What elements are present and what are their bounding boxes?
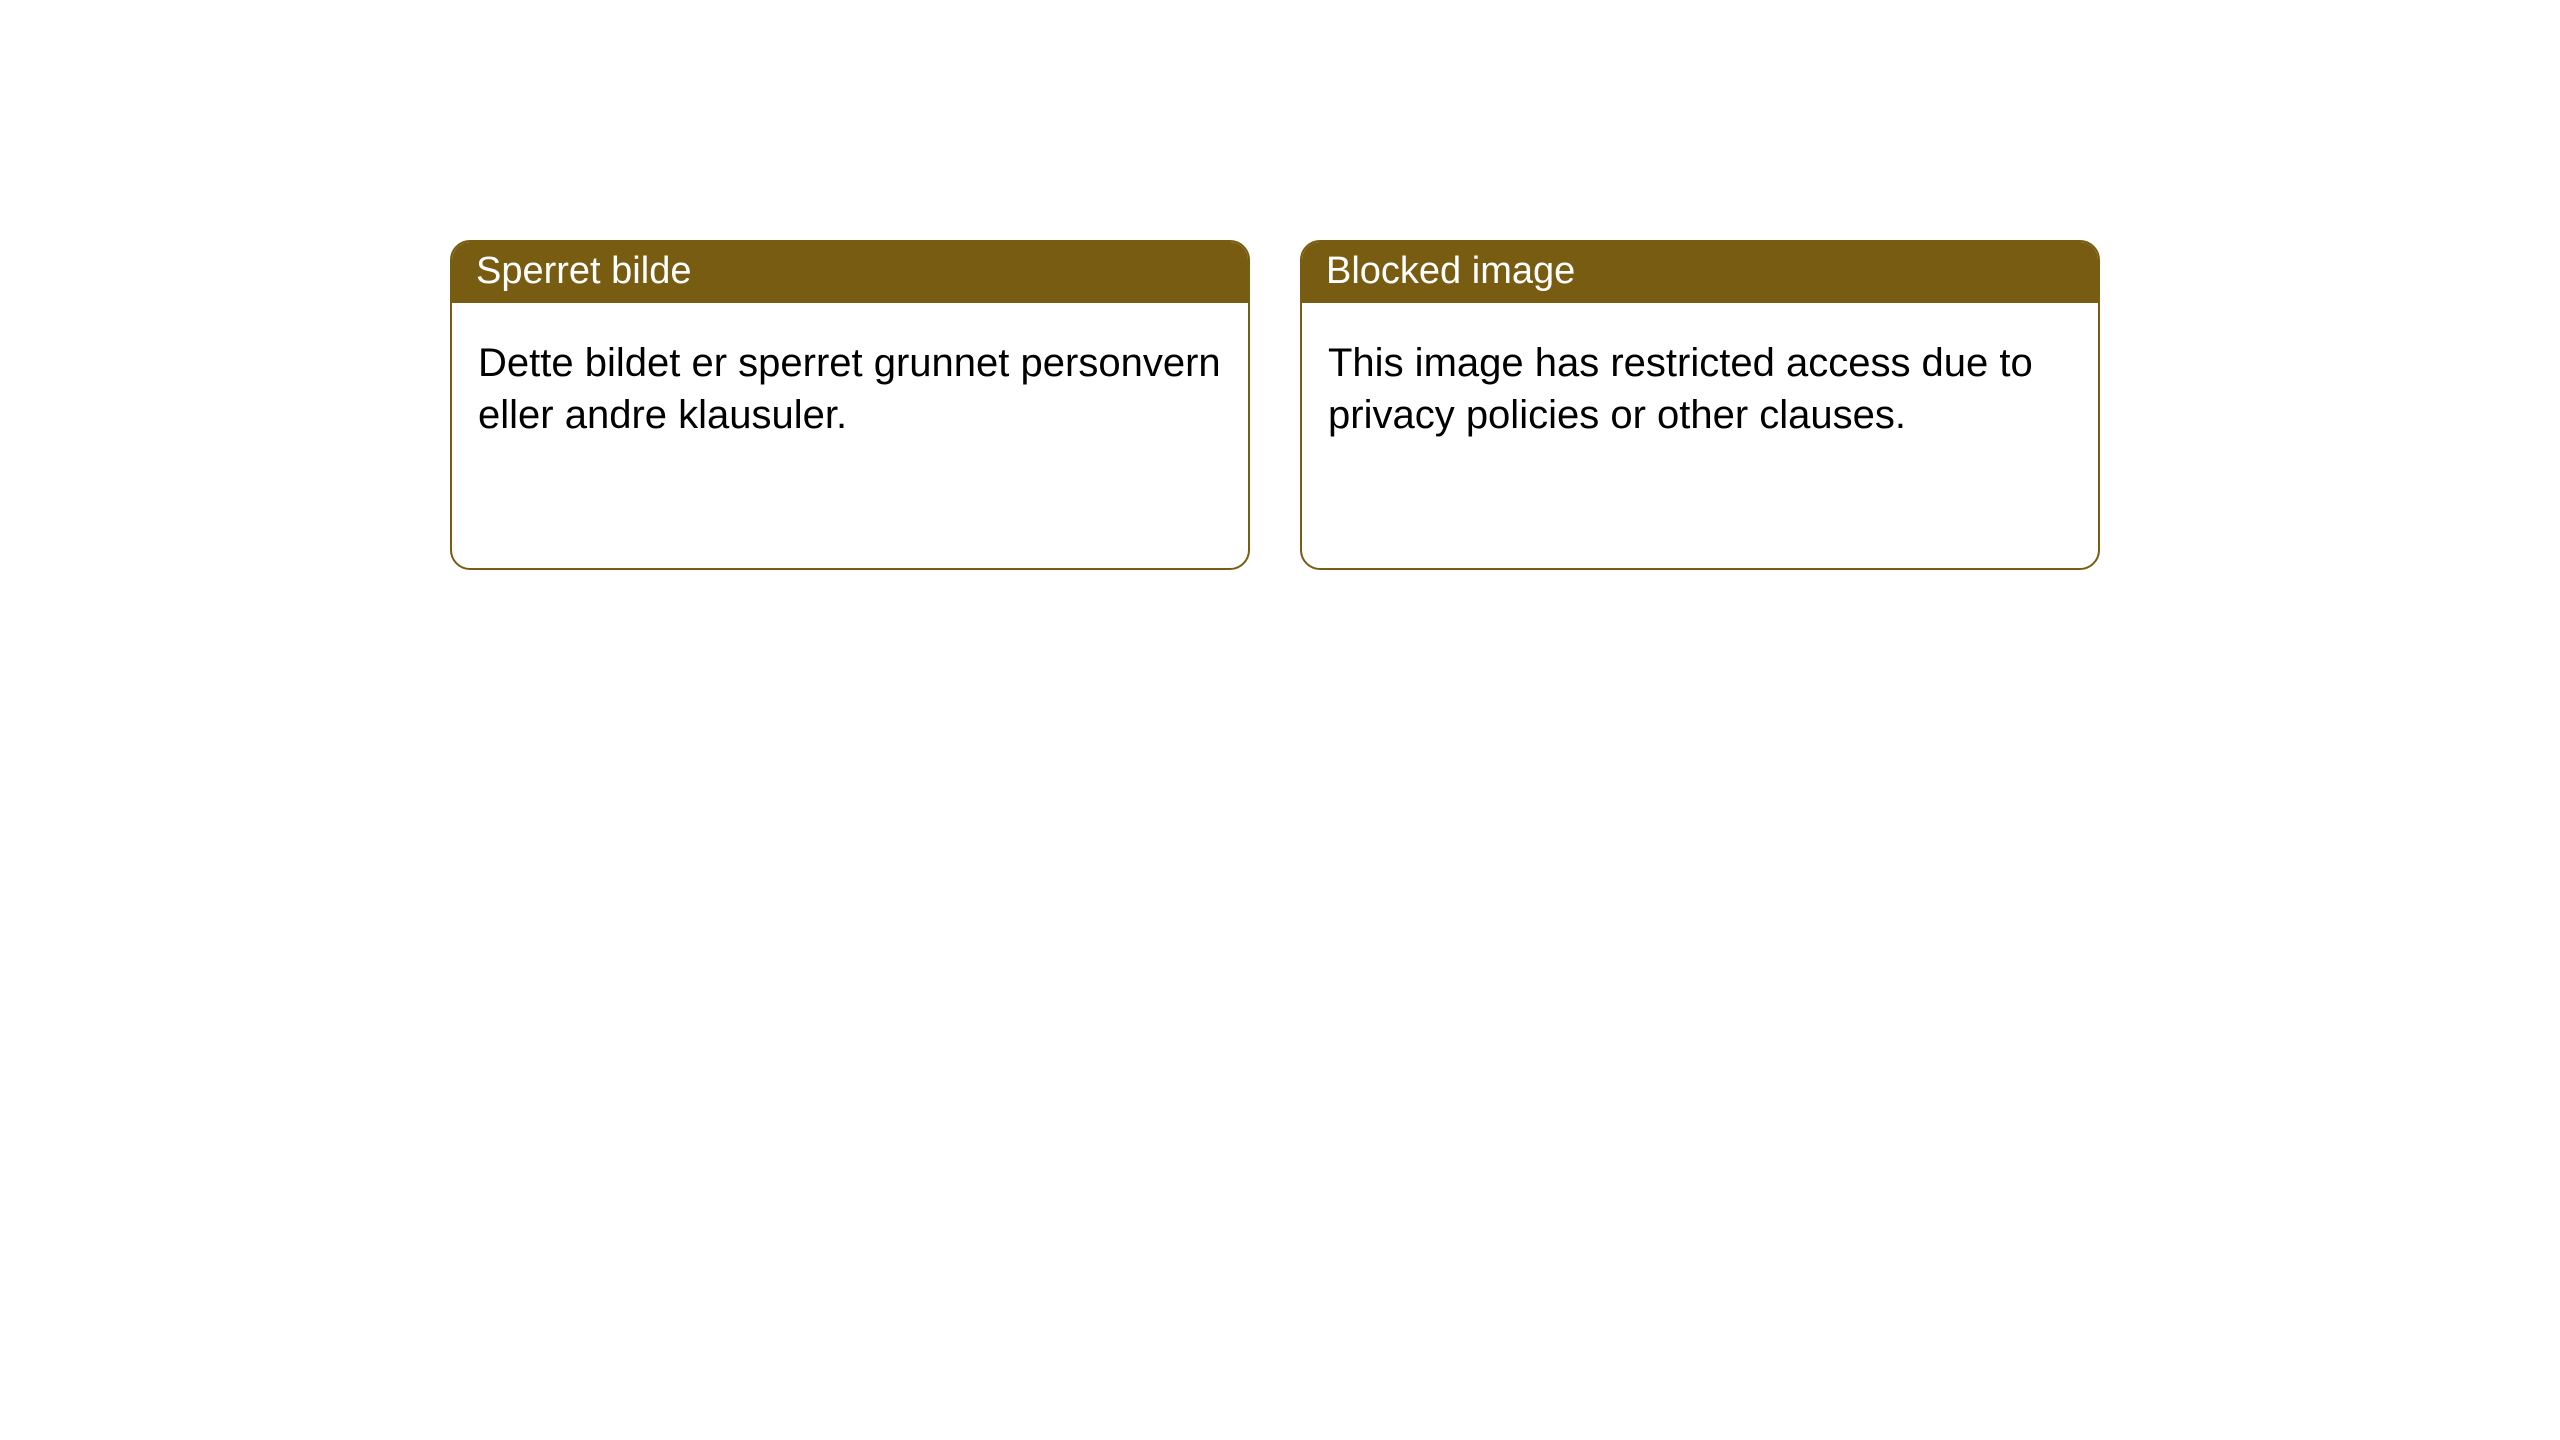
card-header: Blocked image xyxy=(1302,242,2098,303)
card-body: Dette bildet er sperret grunnet personve… xyxy=(452,303,1248,475)
card-norwegian: Sperret bilde Dette bildet er sperret gr… xyxy=(450,240,1250,570)
card-body: This image has restricted access due to … xyxy=(1302,303,2098,475)
card-title: Sperret bilde xyxy=(476,250,691,292)
card-title: Blocked image xyxy=(1326,250,1575,292)
cards-container: Sperret bilde Dette bildet er sperret gr… xyxy=(0,0,2560,570)
card-body-text: Dette bildet er sperret grunnet personve… xyxy=(478,341,1221,437)
card-body-text: This image has restricted access due to … xyxy=(1328,341,2033,437)
card-english: Blocked image This image has restricted … xyxy=(1300,240,2100,570)
card-header: Sperret bilde xyxy=(452,242,1248,303)
